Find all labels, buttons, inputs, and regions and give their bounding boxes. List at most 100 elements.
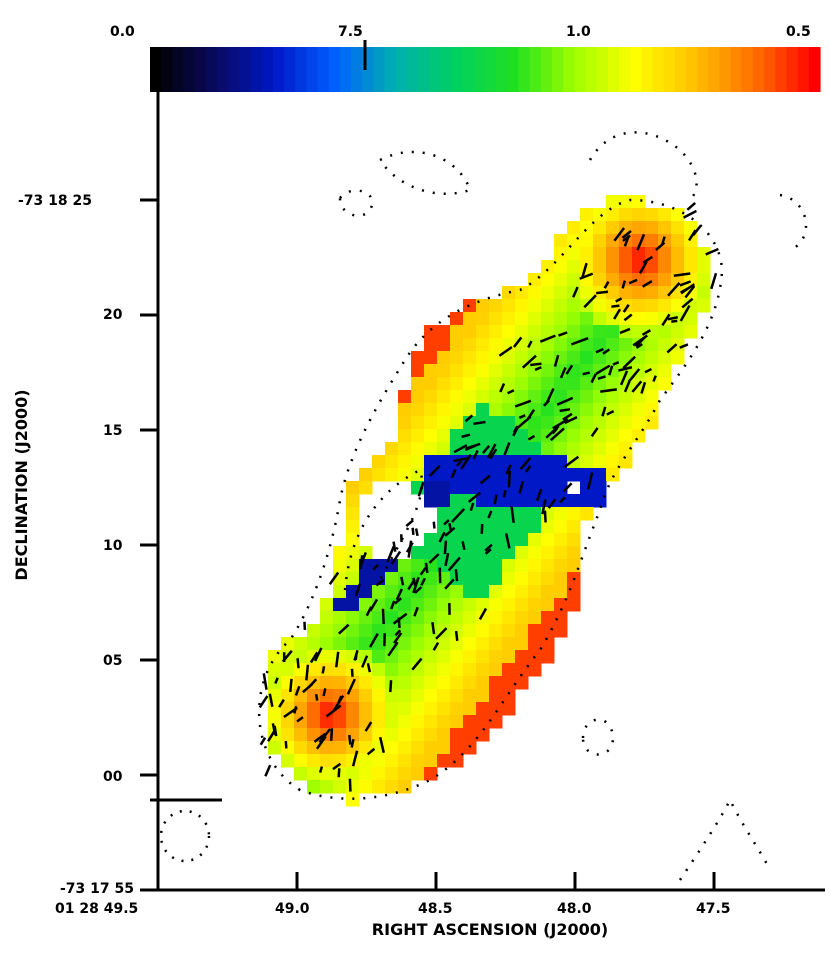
map-pixel bbox=[385, 715, 399, 729]
polarization-vector bbox=[518, 414, 526, 419]
map-pixel bbox=[502, 559, 516, 573]
map-pixel bbox=[476, 663, 490, 677]
polarization-vectors bbox=[258, 202, 719, 792]
map-pixel bbox=[450, 429, 464, 443]
map-pixel bbox=[476, 728, 490, 742]
map-pixel bbox=[567, 533, 581, 547]
map-pixel bbox=[593, 260, 607, 274]
polarization-vector bbox=[353, 649, 359, 661]
map-pixel bbox=[593, 273, 607, 287]
map-pixel bbox=[489, 624, 503, 638]
polarization-vector bbox=[596, 290, 609, 295]
map-pixel bbox=[515, 507, 529, 521]
polarization-vector bbox=[453, 444, 468, 454]
map-pixel bbox=[645, 325, 659, 339]
map-pixel bbox=[437, 676, 451, 690]
polarization-vector bbox=[541, 499, 547, 515]
map-pixel bbox=[385, 468, 399, 482]
map-pixel bbox=[307, 689, 321, 703]
map-pixel bbox=[424, 325, 438, 339]
map-pixel bbox=[411, 416, 425, 430]
polarization-vector bbox=[524, 465, 532, 473]
map-pixel bbox=[463, 585, 477, 599]
map-pixel bbox=[437, 728, 451, 742]
map-pixel bbox=[658, 377, 672, 391]
map-pixel bbox=[541, 611, 555, 625]
map-pixel bbox=[619, 455, 633, 469]
polarization-vector bbox=[545, 425, 560, 439]
map-pixel bbox=[268, 741, 282, 755]
map-pixel bbox=[515, 611, 529, 625]
map-pixel bbox=[489, 572, 503, 586]
polarization-vector bbox=[558, 331, 568, 337]
map-pixel bbox=[554, 546, 568, 560]
map-pixel bbox=[528, 663, 542, 677]
map-pixel bbox=[281, 689, 295, 703]
map-pixel bbox=[502, 364, 516, 378]
map-pixel bbox=[398, 767, 412, 781]
colorbar-cell bbox=[708, 47, 721, 92]
map-pixel bbox=[437, 663, 451, 677]
polarization-vector bbox=[487, 510, 493, 519]
polarization-vector bbox=[705, 247, 719, 256]
map-pixel bbox=[398, 442, 412, 456]
polarization-vector bbox=[481, 445, 491, 454]
y-tick-label-3: 10 bbox=[103, 538, 123, 554]
map-pixel bbox=[333, 741, 347, 755]
beam-ellipse bbox=[159, 809, 211, 863]
map-pixel bbox=[554, 507, 568, 521]
map-pixel bbox=[450, 403, 464, 417]
map-pixel bbox=[307, 741, 321, 755]
colorbar-cell bbox=[518, 47, 531, 92]
polarization-vector bbox=[562, 482, 573, 493]
map-pixel bbox=[567, 403, 581, 417]
polarization-vector bbox=[390, 550, 402, 565]
map-pixel bbox=[658, 325, 672, 339]
map-pixel bbox=[333, 624, 347, 638]
map-pixel bbox=[346, 715, 360, 729]
polarization-vector bbox=[414, 528, 419, 537]
map-pixel bbox=[398, 780, 412, 794]
polarization-vector bbox=[348, 734, 352, 745]
polarization-vector bbox=[516, 415, 532, 430]
polarization-vector bbox=[411, 657, 423, 671]
map-pixel bbox=[489, 715, 503, 729]
map-pixel bbox=[502, 377, 516, 391]
map-pixel bbox=[437, 741, 451, 755]
map-pixel bbox=[528, 286, 542, 300]
map-pixel bbox=[619, 390, 633, 404]
map-pixel bbox=[606, 351, 620, 365]
map-pixel bbox=[450, 650, 464, 664]
map-pixel bbox=[476, 481, 490, 495]
map-pixel bbox=[658, 299, 672, 313]
map-pixel bbox=[307, 637, 321, 651]
polarization-vector bbox=[606, 409, 615, 416]
map-pixel bbox=[424, 481, 438, 495]
map-pixel bbox=[645, 299, 659, 313]
map-pixel bbox=[398, 429, 412, 443]
map-pixel bbox=[281, 728, 295, 742]
map-pixel bbox=[450, 351, 464, 365]
polarization-vector bbox=[364, 721, 373, 732]
map-pixel bbox=[463, 403, 477, 417]
polarization-vector bbox=[613, 308, 622, 320]
map-pixel bbox=[424, 689, 438, 703]
map-pixel bbox=[593, 442, 607, 456]
map-pixel bbox=[333, 559, 347, 573]
map-pixel bbox=[554, 585, 568, 599]
polarization-vector bbox=[535, 488, 543, 502]
polarization-vector bbox=[601, 406, 607, 417]
map-pixel bbox=[554, 364, 568, 378]
polarization-vector bbox=[281, 649, 293, 663]
colorbar-cell bbox=[228, 47, 240, 92]
map-pixel bbox=[268, 715, 282, 729]
map-pixel bbox=[450, 494, 464, 508]
map-pixel bbox=[619, 286, 633, 300]
map-pixel bbox=[359, 754, 373, 768]
map-pixel bbox=[619, 208, 633, 222]
map-pixel bbox=[385, 650, 399, 664]
map-pixel bbox=[489, 338, 503, 352]
map-pixel bbox=[424, 546, 438, 560]
map-pixel bbox=[502, 312, 516, 326]
polarization-vector bbox=[361, 655, 369, 668]
